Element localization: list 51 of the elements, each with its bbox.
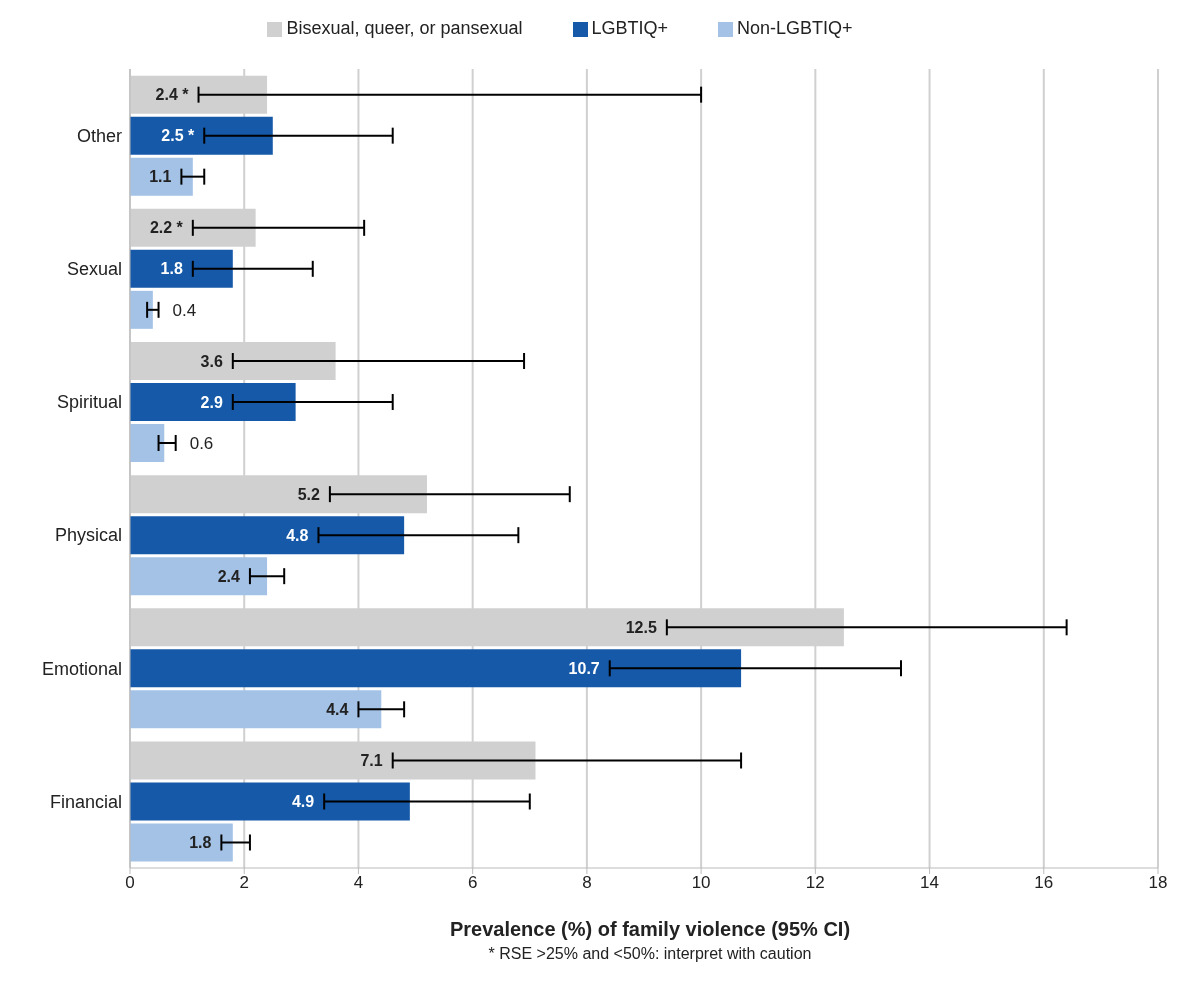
x-tick-label: 4	[353, 873, 364, 893]
data-label: 2.9	[200, 393, 223, 411]
x-tick-label: 14	[920, 873, 940, 893]
bar	[130, 690, 382, 729]
data-label: 5.2	[297, 485, 320, 503]
legend-label: Bisexual, queer, or pansexual	[286, 18, 523, 38]
bar	[130, 557, 268, 596]
data-label: 10.7	[568, 659, 600, 677]
bar	[130, 116, 273, 155]
bar	[130, 782, 410, 821]
data-label: 0.4	[172, 300, 197, 320]
x-tick-label: 18	[1148, 873, 1168, 893]
bar	[130, 823, 233, 862]
bar	[130, 649, 742, 688]
y-tick-label: Other	[76, 125, 122, 146]
x-tick-label: 12	[805, 873, 825, 893]
x-tick-label: 6	[467, 873, 478, 893]
x-tick-label: 2	[239, 873, 249, 893]
y-tick-label: Sexual	[66, 259, 122, 280]
legend-label: LGBTIQ+	[591, 18, 669, 38]
data-label: 0.6	[189, 433, 214, 453]
y-tick-label: Emotional	[41, 658, 122, 679]
data-label: 2.4	[217, 567, 241, 585]
bar	[130, 157, 193, 196]
y-tick-label: Financial	[49, 791, 122, 812]
legend-label: Non-LGBTIQ+	[737, 18, 853, 38]
bar	[130, 290, 153, 329]
x-tick-label: 8	[582, 873, 592, 893]
data-label: 2.5 *	[161, 127, 196, 145]
bar	[130, 423, 165, 462]
y-tick-label: Spiritual	[56, 392, 122, 413]
data-label: 2.2 *	[149, 219, 184, 237]
data-label: 7.1	[360, 752, 383, 770]
bar	[130, 382, 296, 421]
data-label: 12.5	[625, 618, 657, 636]
data-label: 3.6	[200, 352, 223, 370]
bar	[130, 249, 233, 288]
data-label: 1.8	[189, 834, 212, 852]
text: * RSE >25% and <50%: interpret with caution	[487, 945, 813, 963]
x-tick-label: 16	[1034, 873, 1054, 893]
data-label: 4.9	[291, 793, 315, 811]
data-label: 1.1	[149, 168, 172, 186]
bar	[130, 516, 405, 555]
data-label: 4.8	[286, 526, 309, 544]
x-axis-title: Prevalence (%) of family violence (95% CI)	[448, 918, 852, 941]
x-tick-label: 10	[691, 873, 711, 893]
data-label: 4.4	[326, 700, 349, 718]
data-label: 1.8	[160, 260, 183, 278]
y-tick-label: Physical	[54, 525, 122, 546]
x-tick-label: 0	[125, 873, 135, 893]
data-label: 2.4 *	[155, 86, 190, 104]
